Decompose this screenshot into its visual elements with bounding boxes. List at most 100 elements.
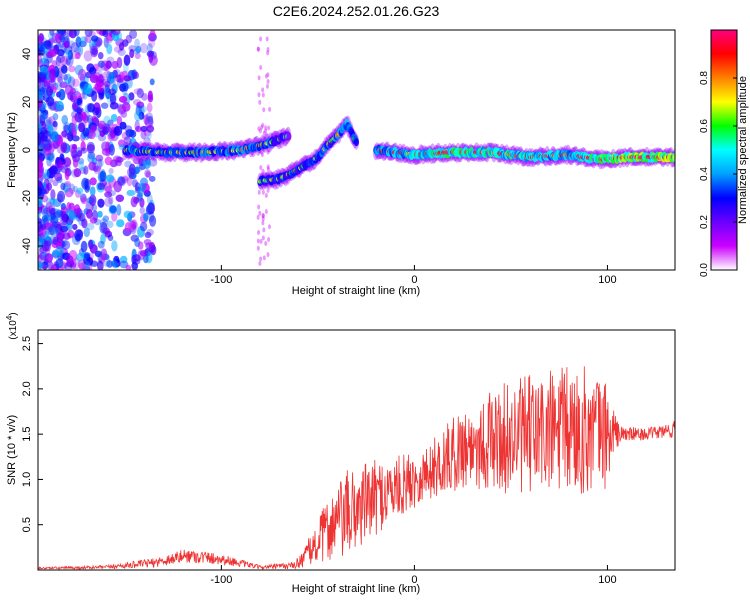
- noise-blob: [71, 149, 78, 159]
- noise-blob: [266, 252, 270, 258]
- noise-blob: [115, 156, 124, 163]
- noise-blob: [67, 40, 76, 49]
- noise-blob: [87, 153, 95, 164]
- noise-blob: [137, 187, 144, 198]
- noise-blob: [60, 182, 66, 191]
- noise-blob: [108, 71, 116, 80]
- noise-blob: [83, 252, 91, 259]
- noise-blob: [261, 122, 265, 128]
- noise-blob: [76, 253, 85, 262]
- noise-blob: [123, 75, 132, 82]
- noise-blob: [57, 41, 67, 48]
- noise-blob: [136, 163, 143, 172]
- noise-blob: [43, 80, 51, 88]
- noise-blob: [144, 116, 154, 129]
- noise-blob: [142, 158, 152, 170]
- noise-blob: [38, 254, 47, 262]
- noise-blob: [116, 204, 122, 216]
- noise-blob: [55, 245, 64, 257]
- noise-blob: [144, 231, 152, 239]
- noise-blob: [97, 240, 105, 249]
- noise-blob: [147, 90, 153, 101]
- noise-blob: [72, 158, 79, 168]
- noise-blob: [77, 150, 83, 157]
- spectrogram-x-ticks: -100 0 100: [210, 265, 617, 286]
- noise-blob: [126, 167, 136, 178]
- noise-blob: [134, 238, 141, 248]
- noise-blob: [264, 128, 268, 134]
- noise-blob: [139, 221, 148, 232]
- noise-blob: [257, 75, 261, 81]
- colorbar-label: Normalized spectral amplitude: [737, 76, 749, 224]
- noise-blob: [91, 90, 98, 102]
- noise-blob: [96, 30, 104, 35]
- noise-blob: [120, 110, 128, 118]
- noise-blob: [77, 68, 87, 81]
- noise-blob: [261, 92, 265, 98]
- noise-blob: [38, 198, 43, 208]
- noise-blob: [128, 92, 135, 101]
- noise-blob: [62, 73, 69, 81]
- noise-blob: [80, 240, 88, 253]
- noise-blob: [71, 101, 79, 110]
- noise-blob: [114, 68, 121, 78]
- noise-blob: [47, 226, 55, 236]
- noise-blob: [52, 221, 58, 228]
- noise-blob: [55, 258, 64, 269]
- noise-blob: [89, 244, 98, 254]
- noise-blob: [66, 30, 73, 37]
- noise-blob: [258, 210, 262, 216]
- noise-blob: [57, 160, 64, 171]
- x-tick-label: -100: [210, 574, 232, 586]
- noise-blob: [121, 101, 131, 112]
- noise-blob: [74, 204, 81, 216]
- noise-blob: [134, 38, 141, 49]
- snr-x-label: Height of straight line (km): [292, 583, 420, 595]
- noise-blob: [128, 45, 137, 52]
- noise-blob: [44, 168, 50, 180]
- noise-blob: [259, 256, 263, 262]
- noise-blob: [74, 64, 84, 76]
- noise-blob: [83, 227, 91, 238]
- noise-blob: [102, 182, 112, 192]
- noise-blob: [89, 217, 98, 224]
- noise-blob: [56, 145, 66, 155]
- noise-blob: [103, 115, 112, 128]
- noise-blob: [126, 177, 133, 187]
- noise-blob: [67, 76, 76, 89]
- noise-blob: [38, 160, 44, 170]
- colorbar-tick-label: 0.0: [699, 263, 710, 277]
- noise-blob: [97, 260, 104, 270]
- noise-blob: [258, 261, 262, 267]
- noise-blob: [75, 52, 81, 60]
- noise-blob: [109, 93, 117, 105]
- noise-blob: [101, 253, 110, 260]
- noise-blob: [113, 180, 123, 193]
- noise-blob: [39, 86, 45, 98]
- noise-blob: [60, 217, 69, 226]
- noise-blob: [143, 254, 149, 264]
- spectrogram-y-label: Frequency (Hz): [6, 112, 18, 188]
- noise-blob: [261, 189, 265, 195]
- ridge-blob: [286, 132, 292, 141]
- noise-blob: [65, 58, 71, 66]
- noise-blob: [117, 48, 126, 56]
- noise-blob: [79, 193, 87, 203]
- noise-blob: [46, 182, 53, 191]
- noise-blob: [265, 83, 269, 89]
- noise-blob: [87, 151, 96, 160]
- noise-blob: [262, 255, 266, 261]
- noise-blob: [266, 187, 270, 193]
- noise-blob: [86, 114, 93, 124]
- noise-blob: [96, 84, 105, 94]
- noise-blob: [120, 176, 129, 184]
- noise-blob: [49, 165, 58, 175]
- noise-blob: [38, 179, 42, 188]
- noise-blob: [268, 106, 272, 112]
- noise-blob: [38, 33, 44, 43]
- snr-x-ticks: -100 0 100: [210, 565, 617, 586]
- noise-blob: [38, 97, 43, 109]
- noise-blob: [126, 189, 136, 196]
- noise-blob: [50, 130, 59, 143]
